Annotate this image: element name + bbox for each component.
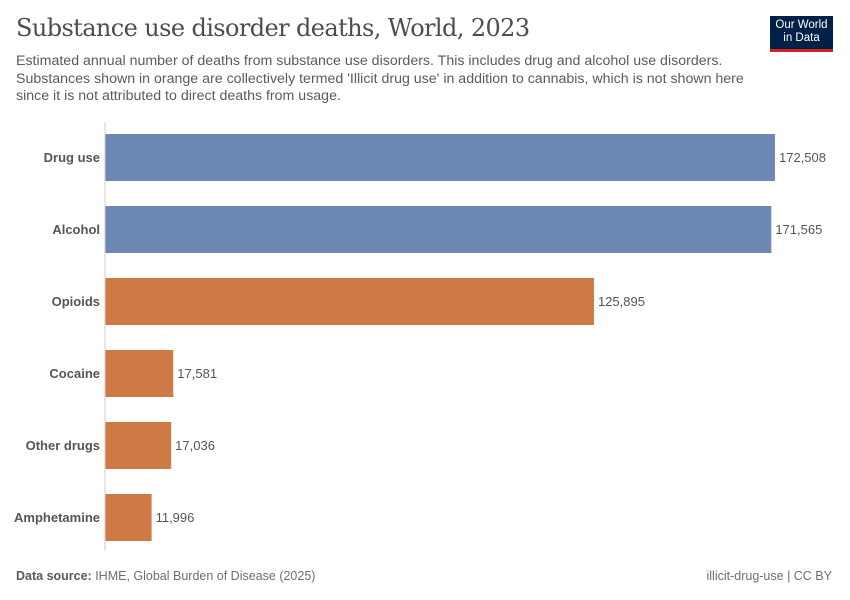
bar-amphetamine[interactable]	[105, 494, 152, 541]
bar-cocaine[interactable]	[105, 350, 174, 397]
bar-opioids[interactable]	[105, 278, 594, 325]
footer-right[interactable]: illicit-drug-use | CC BY	[706, 569, 832, 583]
value-label: 171,565	[775, 222, 822, 237]
source-label: Data source:	[16, 569, 92, 583]
source-text[interactable]: IHME, Global Burden of Disease (2025)	[91, 569, 316, 583]
category-label: Cocaine	[49, 366, 100, 381]
owid-logo[interactable]: Our World in Data	[770, 16, 833, 52]
bar-alcohol[interactable]	[105, 206, 772, 253]
chart-title: Substance use disorder deaths, World, 20…	[16, 14, 530, 42]
category-label: Opioids	[52, 294, 100, 309]
category-label: Drug use	[44, 150, 100, 165]
value-label: 17,036	[175, 438, 215, 453]
category-label: Amphetamine	[14, 510, 100, 525]
chart-subtitle: Estimated annual number of deaths from s…	[16, 53, 744, 104]
value-label: 172,508	[779, 150, 826, 165]
value-label: 17,581	[177, 366, 217, 381]
value-label: 125,895	[598, 294, 645, 309]
bar-drug-use[interactable]	[105, 134, 775, 181]
bar-other-drugs[interactable]	[105, 422, 172, 469]
category-label: Other drugs	[26, 438, 100, 453]
data-source: Data source: IHME, Global Burden of Dise…	[16, 569, 315, 583]
category-label: Alcohol	[52, 222, 100, 237]
value-label: 11,996	[156, 510, 195, 525]
